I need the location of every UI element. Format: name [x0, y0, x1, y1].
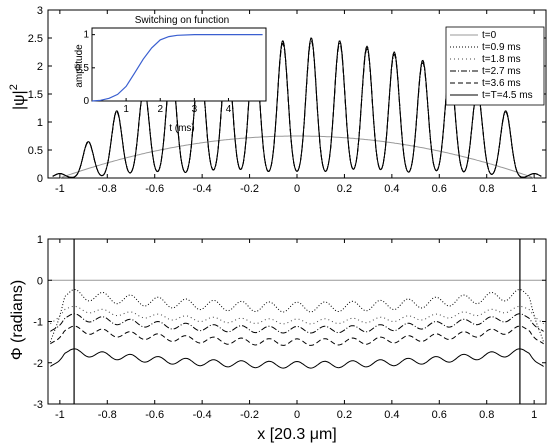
phase-series-1: [49, 289, 545, 343]
x-tick-label: 0.4: [384, 183, 399, 195]
bottom-x-axis-label: x [20.3 μm]: [257, 426, 336, 443]
x-tick-label: 1: [531, 183, 537, 195]
x-tick-label: -0.8: [98, 409, 117, 421]
series-5-line: [52, 37, 542, 178]
phase-series-5: [50, 348, 544, 369]
y-tick-label: 1: [37, 117, 43, 129]
phase-series-4: [50, 325, 544, 346]
inset-x-tick-label: 4: [226, 104, 232, 115]
x-tick-label: 0.6: [432, 409, 447, 421]
legend-label: t=3.6 ms: [482, 78, 521, 89]
legend-box: [445, 26, 545, 106]
y-tick-label: 2.5: [28, 33, 43, 45]
bottom-x-ticks: -1 -0.8 -0.6 -0.4 -0.2 0 0.2 0.4 0.6 0.8 1: [55, 239, 537, 421]
top-chart: -1 -0.8 -0.6 -0.4 -0.2 0 0.2 0.4 0.6 0.8 1 0 0.5 1 1.…: [8, 5, 547, 195]
y-tick-label: 0: [37, 275, 43, 287]
bottom-curves: [49, 239, 545, 404]
inset-x-tick-label: 3: [192, 104, 198, 115]
inset-y-label: amplitude: [74, 44, 85, 88]
inset-x-label: t (ms): [169, 123, 195, 134]
legend-label: t=T=4.5 ms: [482, 90, 533, 101]
y-tick-label: 1.5: [28, 89, 43, 101]
x-tick-label: 0.2: [337, 183, 352, 195]
phase-series-3: [50, 313, 544, 334]
bottom-plot-frame: [47, 238, 547, 405]
x-tick-label: -0.2: [240, 183, 259, 195]
bottom-chart: -1 -0.8 -0.6 -0.4 -0.2 0 0.2 0.4 0.6 0.8 1 -3 -2 -1 0…: [9, 234, 547, 443]
x-tick-label: 0.8: [479, 409, 494, 421]
y-tick-label: 0: [37, 173, 43, 185]
top-y-axis-label: |ψ|2: [8, 84, 28, 110]
inset-x-tick-label: 2: [157, 104, 163, 115]
x-tick-label: -1: [55, 183, 65, 195]
x-tick-label: -0.8: [98, 183, 117, 195]
bottom-y-axis-label: Φ (radians): [9, 280, 26, 360]
x-tick-label: -0.2: [240, 409, 259, 421]
x-tick-label: 0.2: [337, 409, 352, 421]
inset-title: Switching on function: [135, 15, 230, 26]
x-tick-label: -0.6: [145, 409, 164, 421]
inset-curve: [91, 34, 263, 102]
inset-y-tick-label: 0: [83, 96, 89, 107]
inset-chart: Switching on function amplitude t (ms) 1…: [74, 15, 267, 134]
legend-label: t=2.7 ms: [482, 66, 521, 77]
y-tick-label: 1: [37, 234, 43, 246]
legend-label: t=1.8 ms: [482, 54, 521, 65]
x-tick-label: 0: [294, 183, 300, 195]
inset-y-tick-label: 0.5: [75, 63, 89, 74]
top-curves: [52, 37, 542, 179]
series-t0-line: [59, 135, 535, 179]
top-y-axis-label-main: |ψ|: [11, 90, 28, 110]
y-tick-label: -2: [33, 358, 43, 370]
top-x-ticks: -1 -0.8 -0.6 -0.4 -0.2 0 0.2 0.4 0.6 0.8 1: [55, 10, 537, 195]
x-tick-label: 0.8: [479, 183, 494, 195]
legend-label: t=0.9 ms: [482, 42, 521, 53]
legend: t=0t=0.9 mst=1.8 mst=2.7 mst=3.6 mst=T=4…: [445, 26, 545, 106]
x-tick-label: -0.4: [193, 409, 212, 421]
y-tick-label: -1: [33, 317, 43, 329]
legend-label: t=0: [482, 30, 497, 41]
top-y-ticks: 0 0.5 1 1.5 2 2.5 3: [28, 5, 546, 185]
inset-y-tick-label: 1: [83, 30, 89, 41]
x-tick-label: -1: [55, 409, 65, 421]
x-tick-label: -0.6: [145, 183, 164, 195]
y-tick-label: 0.5: [28, 145, 43, 157]
y-tick-label: -3: [33, 399, 43, 411]
y-tick-label: 3: [37, 5, 43, 17]
x-tick-label: 1: [531, 409, 537, 421]
top-y-axis-label-sup: 2: [8, 84, 20, 90]
y-tick-label: 2: [37, 61, 43, 73]
x-tick-label: 0.6: [432, 183, 447, 195]
x-tick-label: -0.4: [193, 183, 212, 195]
bottom-y-ticks: -3 -2 -1 0 1: [33, 234, 546, 411]
inset-background: [91, 27, 267, 102]
x-tick-label: 0.4: [384, 409, 399, 421]
inset-x-tick-label: 1: [123, 104, 129, 115]
legend-items: t=0t=0.9 mst=1.8 mst=2.7 mst=3.6 mst=T=4…: [450, 30, 533, 101]
x-tick-label: 0: [294, 409, 300, 421]
